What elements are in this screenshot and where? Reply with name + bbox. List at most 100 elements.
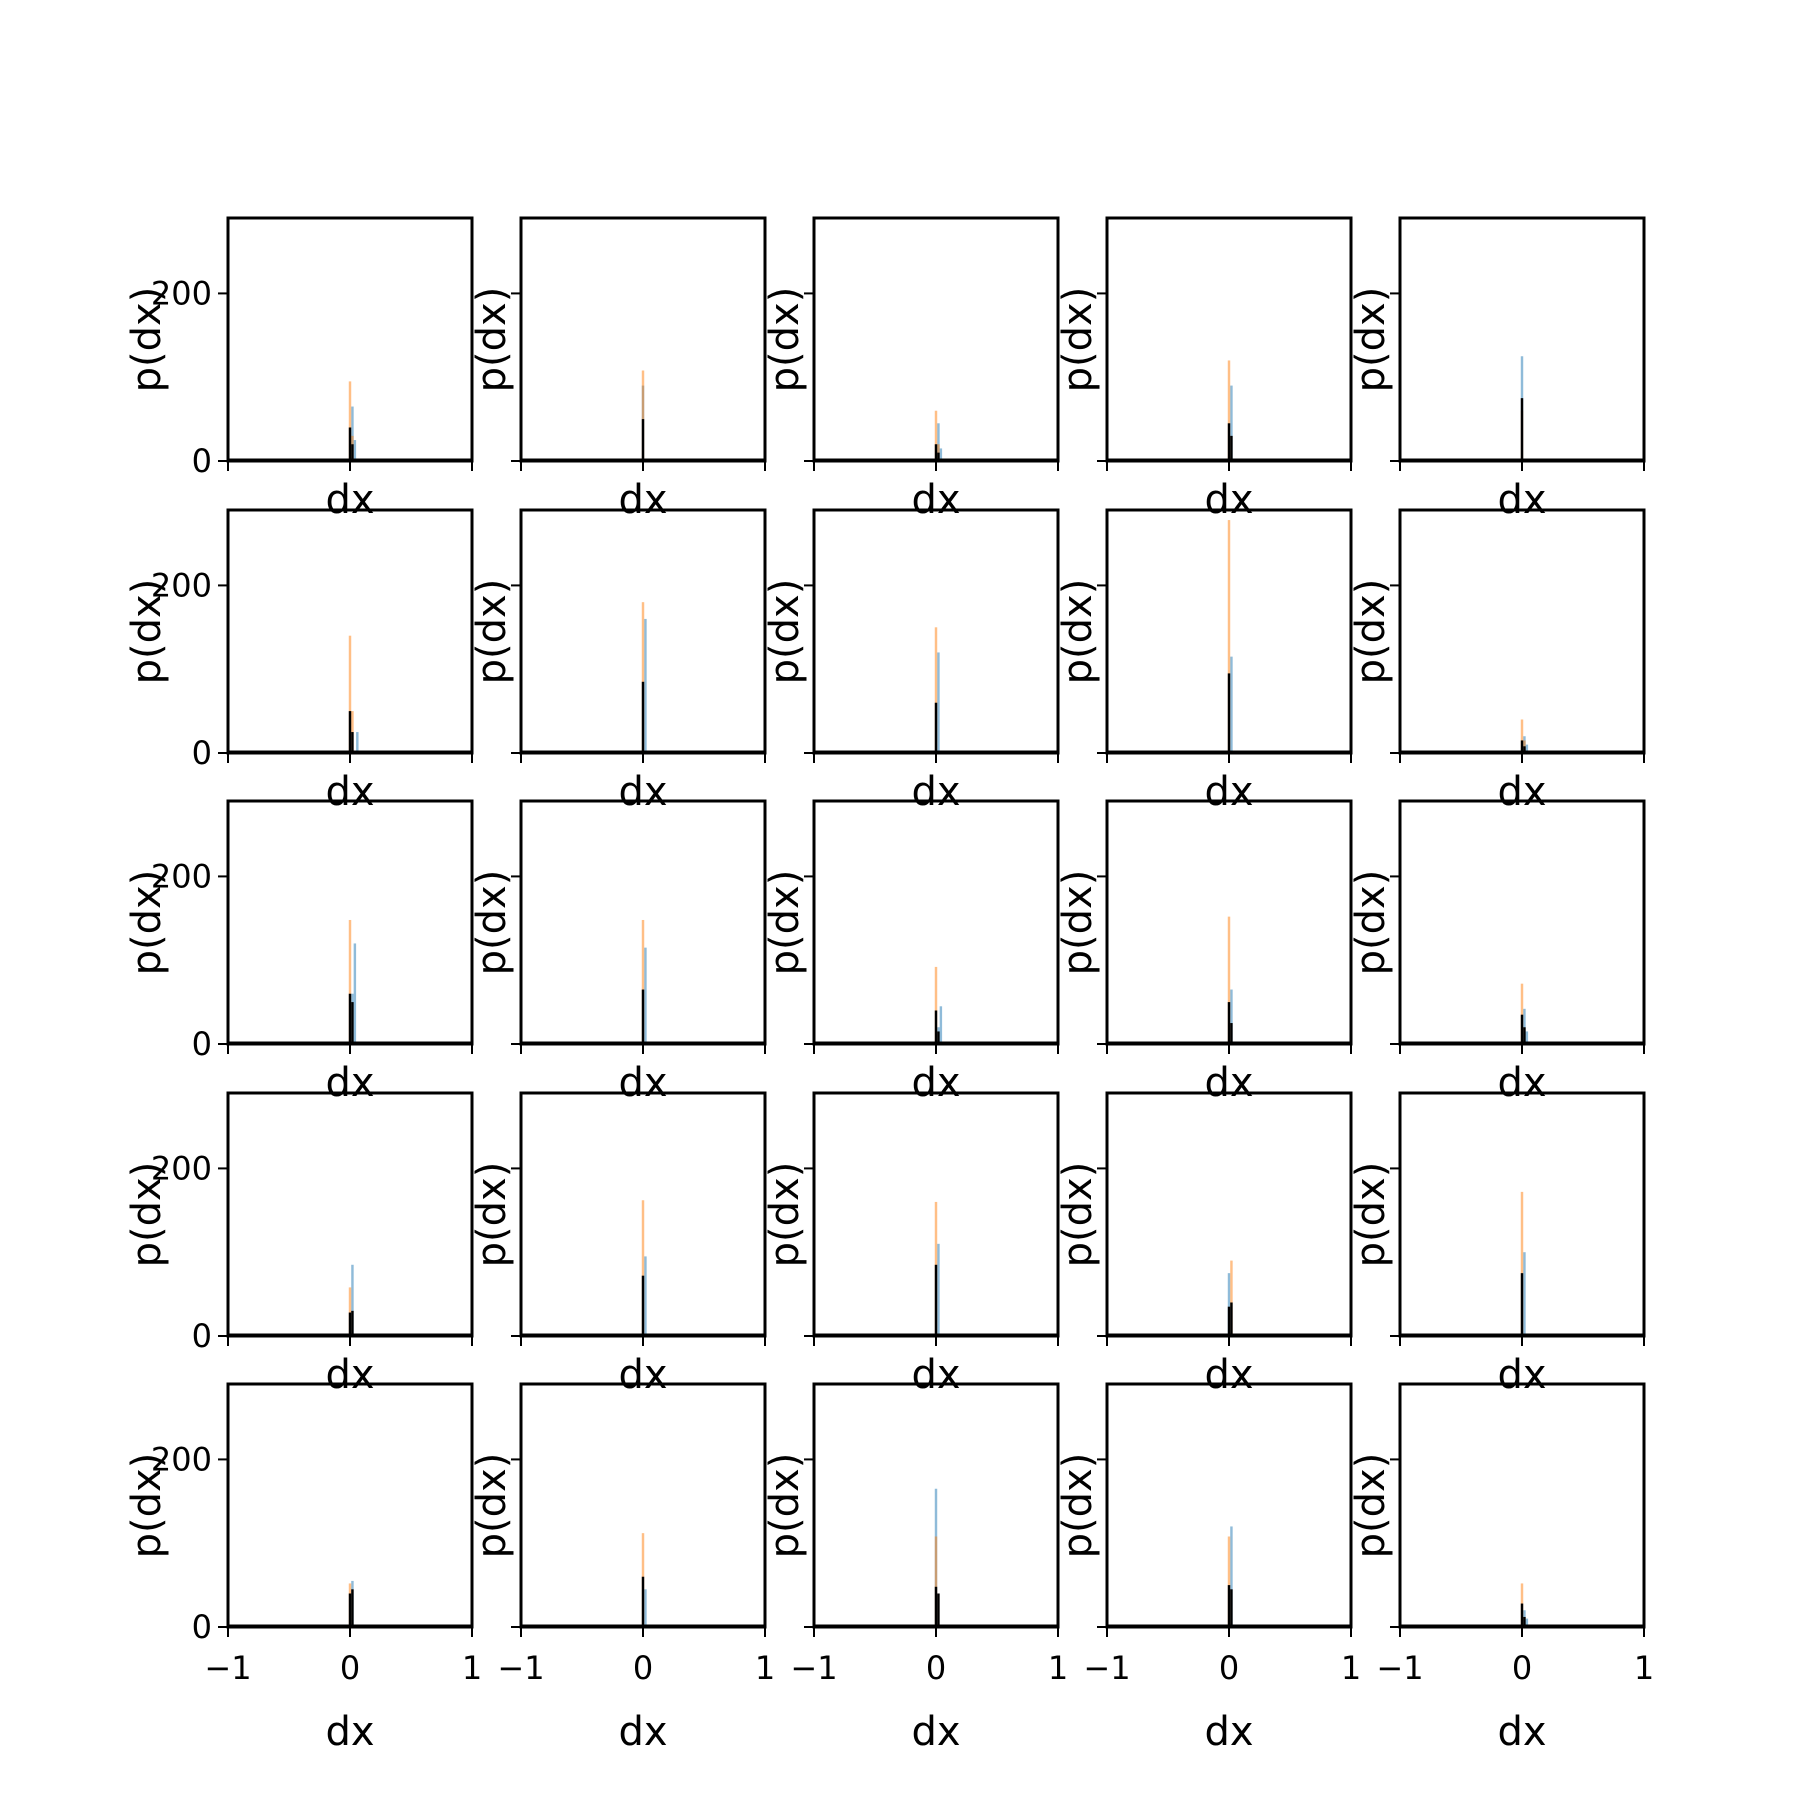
x-axis-label: dx: [325, 1352, 374, 1398]
x-tick-label: 1: [755, 1649, 775, 1687]
y-axis-label: p(dx): [1055, 579, 1101, 685]
y-axis-label: p(dx): [1348, 870, 1394, 976]
x-tick-label: 0: [633, 1649, 653, 1687]
black-series-bar: [1227, 1002, 1231, 1044]
black-series-bar: [934, 1264, 938, 1336]
blue-series-bar: [1230, 1526, 1233, 1627]
x-axis-label: dx: [1204, 1060, 1253, 1106]
black-series-bar: [348, 1312, 352, 1336]
subplot-r1-c1: 0 200 dx p(dx): [124, 216, 474, 523]
x-axis-label: dx: [1204, 769, 1253, 815]
black-series-bar: [351, 732, 354, 753]
black-series-bar: [641, 419, 645, 461]
y-axis-label: p(dx): [1348, 579, 1394, 685]
orange-series-bar: [1520, 1191, 1524, 1336]
x-tick-label: −1: [497, 1649, 544, 1687]
black-series-bar: [937, 1593, 940, 1627]
x-tick-label: −1: [204, 1649, 251, 1687]
black-series-bar: [1227, 423, 1231, 461]
y-axis-label: p(dx): [1055, 287, 1101, 393]
y-axis-label: p(dx): [1055, 870, 1101, 976]
black-series-bar: [1520, 740, 1524, 753]
orange-series-bar: [641, 602, 645, 753]
blue-series-bar: [1230, 656, 1233, 753]
subplot-r1-c2: dx p(dx): [469, 216, 767, 523]
blue-series-bar: [644, 1589, 647, 1627]
y-tick-label: 200: [151, 566, 212, 604]
y-axis-label: p(dx): [762, 579, 808, 685]
blue-series-bar: [937, 652, 940, 753]
blue-series-bar: [644, 618, 647, 753]
y-tick-label: 0: [192, 442, 212, 480]
blue-series-bar: [353, 943, 357, 1044]
black-series-bar: [641, 989, 645, 1044]
x-axis-label: dx: [911, 1352, 960, 1398]
orange-series-bar: [641, 919, 645, 1044]
subplot-r2-c2: dx p(dx): [469, 508, 767, 815]
blue-series-bar: [1230, 385, 1233, 461]
y-axis-label: p(dx): [124, 287, 170, 393]
x-tick-label: −1: [1376, 1649, 1423, 1687]
subplot-r1-c4: dx p(dx): [1055, 216, 1353, 523]
black-series-bar: [641, 681, 645, 753]
y-axis-label: p(dx): [1348, 287, 1394, 393]
x-axis-label: dx: [1204, 1352, 1253, 1398]
blue-series-bar: [939, 448, 943, 461]
y-tick-label: 200: [151, 1440, 212, 1478]
subplot-r4-c1: 0 200 dx p(dx): [124, 1091, 474, 1398]
subplot-r5-c2: −1 0 1 dx p(dx): [469, 1382, 775, 1755]
y-axis-label: p(dx): [469, 1162, 515, 1268]
black-series-bar: [1523, 1616, 1526, 1627]
blue-series-bar: [1525, 1031, 1529, 1044]
orange-series-bar: [1227, 360, 1231, 461]
black-series-bar: [1230, 1302, 1233, 1336]
x-axis-label: dx: [618, 1352, 667, 1398]
blue-series-bar: [351, 406, 354, 461]
black-series-bar: [937, 1031, 940, 1044]
subplot-r4-c5: dx p(dx): [1348, 1091, 1646, 1398]
x-tick-label: 0: [1219, 1649, 1239, 1687]
y-tick-label: 0: [192, 1025, 212, 1063]
black-series-bar: [1230, 1589, 1233, 1627]
orange-series-bar: [1227, 520, 1231, 753]
y-axis-label: p(dx): [469, 1453, 515, 1559]
subplot-r2-c5: dx p(dx): [1348, 508, 1646, 815]
black-series-bar: [1523, 1027, 1526, 1044]
x-axis-label: dx: [618, 1709, 667, 1755]
x-axis-label: dx: [325, 769, 374, 815]
y-tick-label: 0: [192, 734, 212, 772]
subplot-r1-c3: dx p(dx): [762, 216, 1060, 523]
subplot-r3-c2: dx p(dx): [469, 799, 767, 1106]
black-series-bar: [1523, 746, 1526, 753]
orange-series-bar: [348, 919, 352, 1044]
y-tick-label: 200: [151, 274, 212, 312]
x-axis-label: dx: [1204, 477, 1253, 523]
orange-series-bar: [1230, 1260, 1233, 1336]
orange-series-bar: [1520, 983, 1524, 1044]
black-series-bar: [1520, 398, 1524, 461]
x-axis-label: dx: [911, 477, 960, 523]
x-tick-label: 0: [926, 1649, 946, 1687]
blue-series-bar: [644, 947, 647, 1044]
y-axis-label: p(dx): [124, 1453, 170, 1559]
black-series-bar: [348, 993, 352, 1044]
x-tick-label: 1: [462, 1649, 482, 1687]
blue-series-bar: [937, 423, 940, 461]
y-axis-label: p(dx): [1055, 1162, 1101, 1268]
black-series-bar: [641, 1576, 645, 1627]
black-series-bar: [348, 427, 352, 461]
y-tick-label: 200: [151, 1149, 212, 1187]
blue-series-bar: [353, 440, 357, 461]
blue-series-bar: [356, 732, 359, 753]
blue-series-bar: [937, 1243, 940, 1336]
x-tick-label: 1: [1634, 1649, 1654, 1687]
x-axis-label: dx: [911, 1709, 960, 1755]
x-axis-label: dx: [1497, 477, 1546, 523]
blue-series-bar: [1523, 1008, 1526, 1044]
orange-series-bar: [1520, 719, 1524, 753]
x-axis-label: dx: [618, 477, 667, 523]
y-tick-label: 0: [192, 1608, 212, 1646]
black-series-bar: [934, 1586, 938, 1627]
x-axis-label: dx: [618, 1060, 667, 1106]
subplot-r1-c5: dx p(dx): [1348, 216, 1646, 523]
